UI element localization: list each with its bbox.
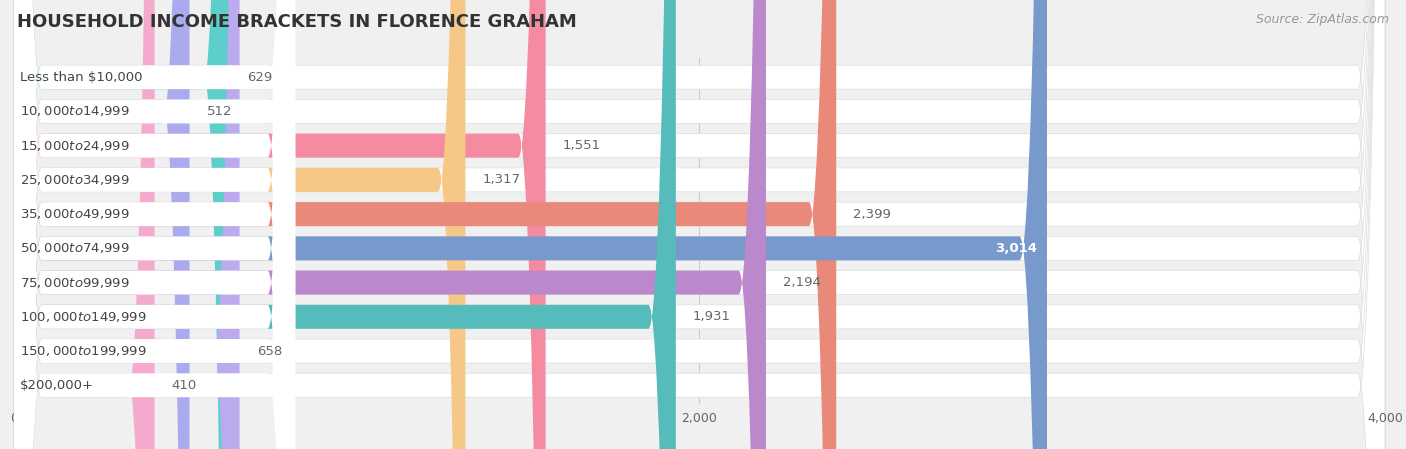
Text: Source: ZipAtlas.com: Source: ZipAtlas.com — [1256, 13, 1389, 26]
FancyBboxPatch shape — [14, 0, 155, 449]
Text: 1,551: 1,551 — [562, 139, 600, 152]
FancyBboxPatch shape — [14, 0, 1385, 449]
FancyBboxPatch shape — [14, 0, 295, 449]
FancyBboxPatch shape — [14, 0, 1385, 449]
FancyBboxPatch shape — [14, 0, 190, 449]
FancyBboxPatch shape — [14, 0, 1385, 449]
FancyBboxPatch shape — [14, 0, 295, 449]
FancyBboxPatch shape — [14, 0, 1385, 449]
Text: $100,000 to $149,999: $100,000 to $149,999 — [20, 310, 146, 324]
FancyBboxPatch shape — [14, 0, 465, 449]
FancyBboxPatch shape — [14, 0, 676, 449]
Text: $200,000+: $200,000+ — [20, 379, 94, 392]
Text: 1,317: 1,317 — [482, 173, 520, 186]
FancyBboxPatch shape — [14, 0, 295, 449]
FancyBboxPatch shape — [14, 0, 295, 449]
Text: 2,399: 2,399 — [853, 207, 891, 220]
Text: 3,014: 3,014 — [994, 242, 1036, 255]
Text: Less than $10,000: Less than $10,000 — [20, 70, 143, 84]
FancyBboxPatch shape — [14, 0, 295, 449]
FancyBboxPatch shape — [14, 0, 1385, 449]
Text: 512: 512 — [207, 105, 232, 118]
FancyBboxPatch shape — [14, 0, 295, 449]
FancyBboxPatch shape — [14, 0, 546, 449]
Text: HOUSEHOLD INCOME BRACKETS IN FLORENCE GRAHAM: HOUSEHOLD INCOME BRACKETS IN FLORENCE GR… — [17, 13, 576, 31]
Text: $150,000 to $199,999: $150,000 to $199,999 — [20, 344, 146, 358]
Text: $10,000 to $14,999: $10,000 to $14,999 — [20, 105, 129, 119]
FancyBboxPatch shape — [14, 0, 295, 449]
FancyBboxPatch shape — [14, 0, 1047, 449]
FancyBboxPatch shape — [14, 0, 1385, 449]
Text: 410: 410 — [172, 379, 197, 392]
FancyBboxPatch shape — [14, 0, 1385, 449]
FancyBboxPatch shape — [14, 0, 229, 449]
FancyBboxPatch shape — [14, 0, 766, 449]
FancyBboxPatch shape — [14, 0, 295, 449]
Text: $25,000 to $34,999: $25,000 to $34,999 — [20, 173, 129, 187]
FancyBboxPatch shape — [14, 0, 1385, 449]
Text: 629: 629 — [247, 70, 271, 84]
Text: $50,000 to $74,999: $50,000 to $74,999 — [20, 242, 129, 255]
FancyBboxPatch shape — [14, 0, 1385, 449]
FancyBboxPatch shape — [14, 0, 239, 449]
Text: 1,931: 1,931 — [693, 310, 731, 323]
Text: $35,000 to $49,999: $35,000 to $49,999 — [20, 207, 129, 221]
FancyBboxPatch shape — [14, 0, 837, 449]
Text: $75,000 to $99,999: $75,000 to $99,999 — [20, 276, 129, 290]
Text: 2,194: 2,194 — [783, 276, 821, 289]
FancyBboxPatch shape — [14, 0, 295, 449]
Text: $15,000 to $24,999: $15,000 to $24,999 — [20, 139, 129, 153]
Text: 658: 658 — [257, 344, 283, 357]
FancyBboxPatch shape — [14, 0, 1385, 449]
FancyBboxPatch shape — [14, 0, 295, 449]
